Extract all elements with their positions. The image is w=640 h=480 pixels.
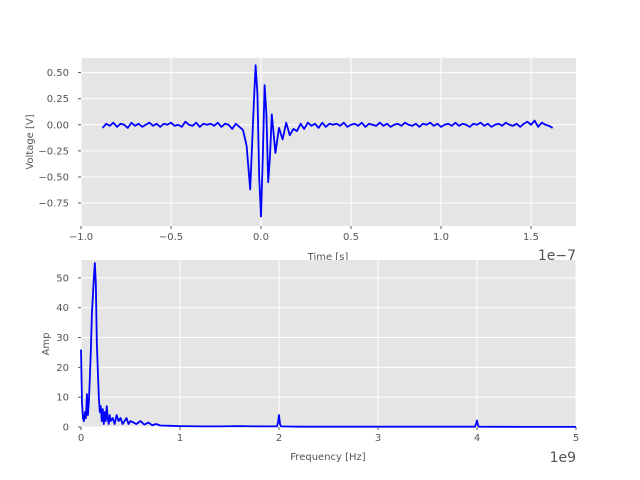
voltage-y-tick-label: −0.25	[38, 146, 69, 157]
voltage-x-axis-label: Time [s]	[307, 252, 349, 263]
voltage-gridlines	[80, 58, 576, 226]
frequency-x-offset-label: 1e9	[550, 450, 576, 466]
voltage-plot-area	[81, 58, 576, 226]
voltage-x-tick-label: 1.0	[433, 232, 449, 243]
frequency-x-tick-label: 2	[276, 433, 282, 444]
frequency-plot-area	[81, 260, 576, 427]
frequency-x-axis-label: Frequency [Hz]	[290, 452, 366, 463]
voltage-y-tick-label: 0.25	[47, 94, 69, 105]
voltage-x-tick-label: 0.0	[253, 232, 269, 243]
voltage-x-tick-label: 1.5	[523, 232, 539, 243]
voltage-y-tick-label: −0.50	[38, 172, 69, 183]
frequency-x-tick-label: 4	[474, 433, 480, 444]
frequency-y-tick-label: 0	[63, 423, 69, 434]
frequency-y-tick-label: 30	[56, 333, 69, 344]
frequency-y-axis-label: Amp	[41, 333, 52, 356]
frequency-x-ticks: 0 1 2 3 4 5	[78, 427, 579, 444]
voltage-y-tick-label: −0.75	[38, 199, 69, 210]
voltage-y-ticks: −0.75 −0.50 −0.25 0.00 0.25 0.50	[38, 68, 81, 210]
voltage-y-axis-label: Voltage [V]	[25, 114, 36, 169]
frequency-x-tick-label: 1	[177, 433, 183, 444]
voltage-y-tick-label: 0.50	[47, 68, 69, 79]
frequency-plot: 0 1 2 3 4 5 0 10 20 30 40 50 Frequency [Hz] Amp 1e…	[41, 260, 579, 466]
frequency-series	[80, 262, 576, 428]
frequency-y-tick-label: 20	[56, 363, 69, 374]
frequency-x-tick-label: 0	[78, 433, 84, 444]
frequency-x-tick-label: 5	[573, 433, 579, 444]
voltage-x-ticks: −1.0 −0.5 0.0 0.5 1.0 1.5	[69, 226, 539, 243]
voltage-x-tick-label: 0.5	[343, 232, 359, 243]
voltage-y-tick-label: 0.00	[47, 120, 69, 131]
frequency-y-tick-label: 40	[56, 303, 69, 314]
frequency-line	[80, 262, 576, 428]
voltage-x-tick-label: −1.0	[69, 232, 93, 243]
frequency-y-tick-label: 10	[56, 393, 69, 404]
voltage-line	[101, 64, 554, 218]
voltage-x-tick-label: −0.5	[159, 232, 183, 243]
voltage-plot: −1.0 −0.5 0.0 0.5 1.0 1.5 −0.75 −0.50 −0.25 0.00…	[25, 58, 576, 264]
voltage-series	[101, 64, 554, 218]
frequency-y-tick-label: 50	[56, 273, 69, 284]
frequency-x-tick-label: 3	[375, 433, 381, 444]
frequency-y-ticks: 0 10 20 30 40 50	[56, 273, 81, 434]
